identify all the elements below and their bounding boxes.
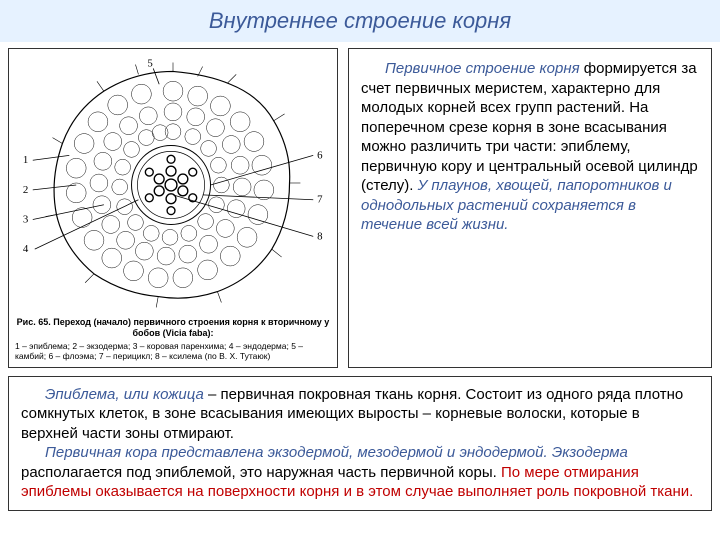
label-3: 3 — [23, 213, 28, 225]
content-row: 1 2 3 4 5 6 7 8 Рис. 65. Переход (начало… — [0, 48, 720, 368]
label-6: 6 — [317, 149, 323, 161]
label-2: 2 — [23, 184, 28, 196]
figure-box: 1 2 3 4 5 6 7 8 Рис. 65. Переход (начало… — [8, 48, 338, 368]
intro-text-box: Первичное строение корня формируется за … — [348, 48, 712, 368]
lower-text-box: Эпиблема, или кожица – первичная покровн… — [8, 376, 712, 511]
p2-body: располагается под эпиблемой, это наружна… — [21, 464, 501, 481]
page-title: Внутреннее строение корня — [0, 8, 720, 34]
p1-lead: Эпиблема, или кожица — [45, 386, 204, 403]
root-cross-section-diagram: 1 2 3 4 5 6 7 8 — [15, 55, 331, 310]
p2-lead: Первичная кора представлена экзодермой, … — [45, 444, 628, 461]
label-1: 1 — [23, 154, 28, 166]
title-bar: Внутреннее строение корня — [0, 0, 720, 42]
intro-lead: Первичное строение корня — [385, 60, 580, 77]
intro-body1: формируется за счет первичных меристем, … — [361, 60, 698, 194]
label-8: 8 — [317, 230, 323, 242]
label-4: 4 — [23, 243, 29, 255]
figure-caption-title: Рис. 65. Переход (начало) первичного стр… — [15, 317, 331, 339]
label-5: 5 — [147, 57, 152, 69]
figure-caption-sub: 1 – эпиблема; 2 – экзодерма; 3 – коровая… — [15, 341, 331, 361]
label-7: 7 — [317, 194, 323, 206]
